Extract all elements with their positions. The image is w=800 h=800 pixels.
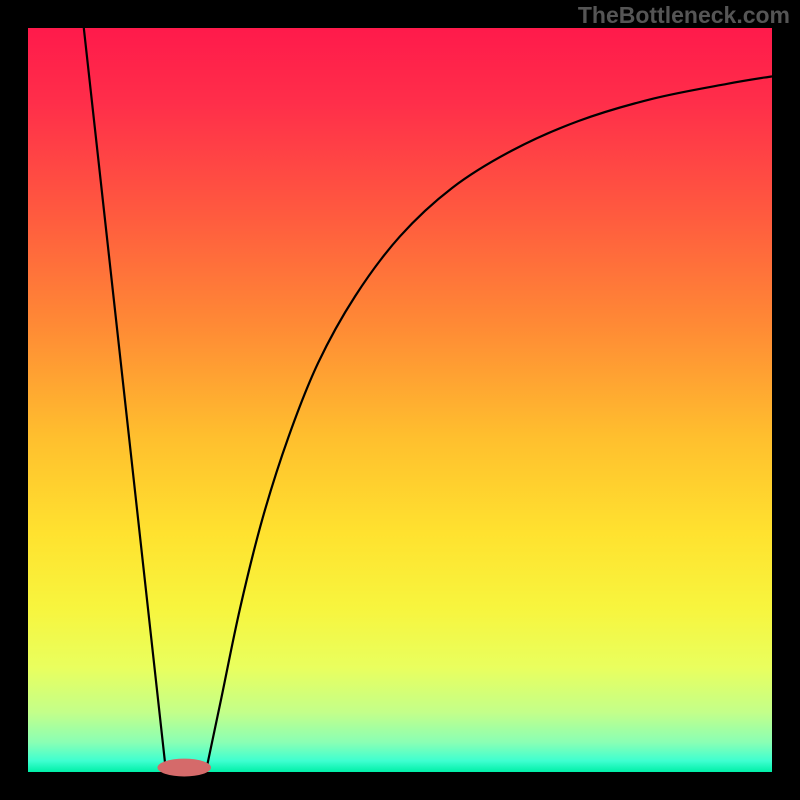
optimal-marker [157, 759, 211, 777]
bottleneck-chart [0, 0, 800, 800]
chart-container: TheBottleneck.com [0, 0, 800, 800]
watermark-text: TheBottleneck.com [578, 2, 790, 29]
chart-background [28, 28, 772, 772]
